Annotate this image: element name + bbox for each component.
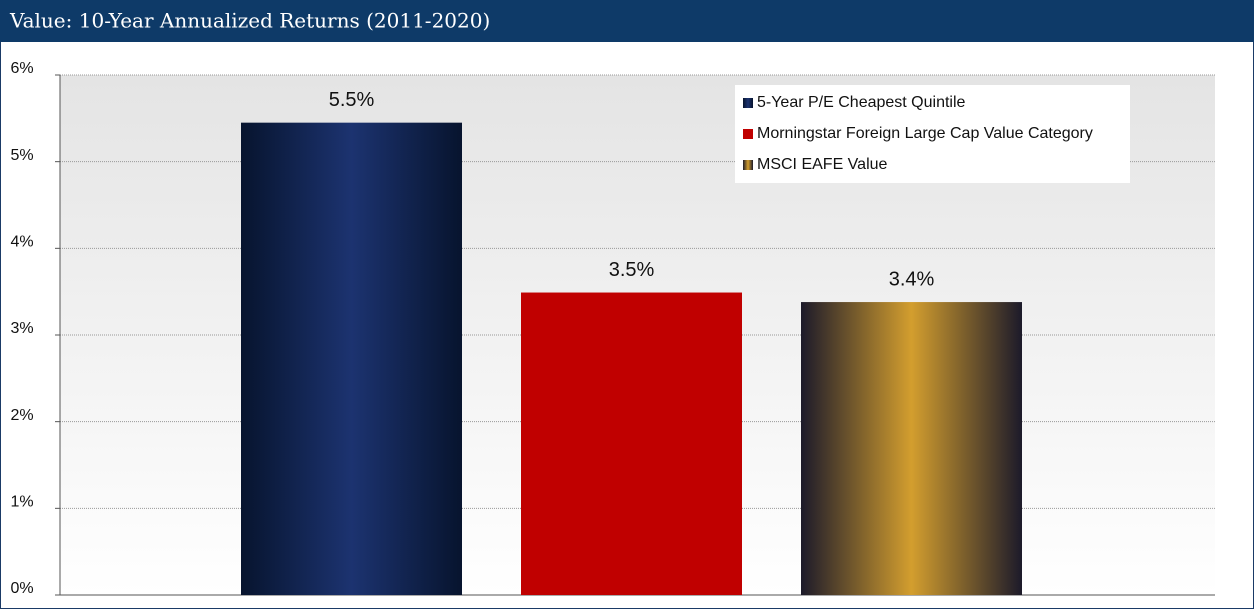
y-tick-label: 5% — [10, 147, 33, 164]
y-tick-label: 4% — [10, 234, 33, 251]
legend-label: MSCI EAFE Value — [757, 156, 888, 173]
data-label: 5.5% — [329, 89, 375, 111]
legend-swatch — [743, 129, 753, 139]
bar — [241, 122, 462, 596]
data-label: 3.4% — [889, 268, 935, 290]
header-bar — [0, 0, 1254, 42]
y-tick-label: 3% — [10, 320, 33, 337]
chart-title: Value: 10-Year Annualized Returns (2011-… — [9, 9, 490, 33]
legend-box — [735, 85, 1130, 183]
legend-label: 5-Year P/E Cheapest Quintile — [757, 94, 966, 111]
legend-label: Morningstar Foreign Large Cap Value Cate… — [757, 125, 1093, 142]
data-label: 3.5% — [609, 259, 655, 281]
legend-swatch — [743, 98, 753, 108]
y-tick-label: 2% — [10, 407, 33, 424]
y-tick-label: 0% — [10, 580, 33, 597]
bar — [521, 292, 742, 595]
y-tick-label: 1% — [10, 494, 33, 511]
legend-swatch — [743, 160, 753, 170]
bar — [801, 302, 1022, 595]
y-tick-label: 6% — [10, 60, 33, 77]
